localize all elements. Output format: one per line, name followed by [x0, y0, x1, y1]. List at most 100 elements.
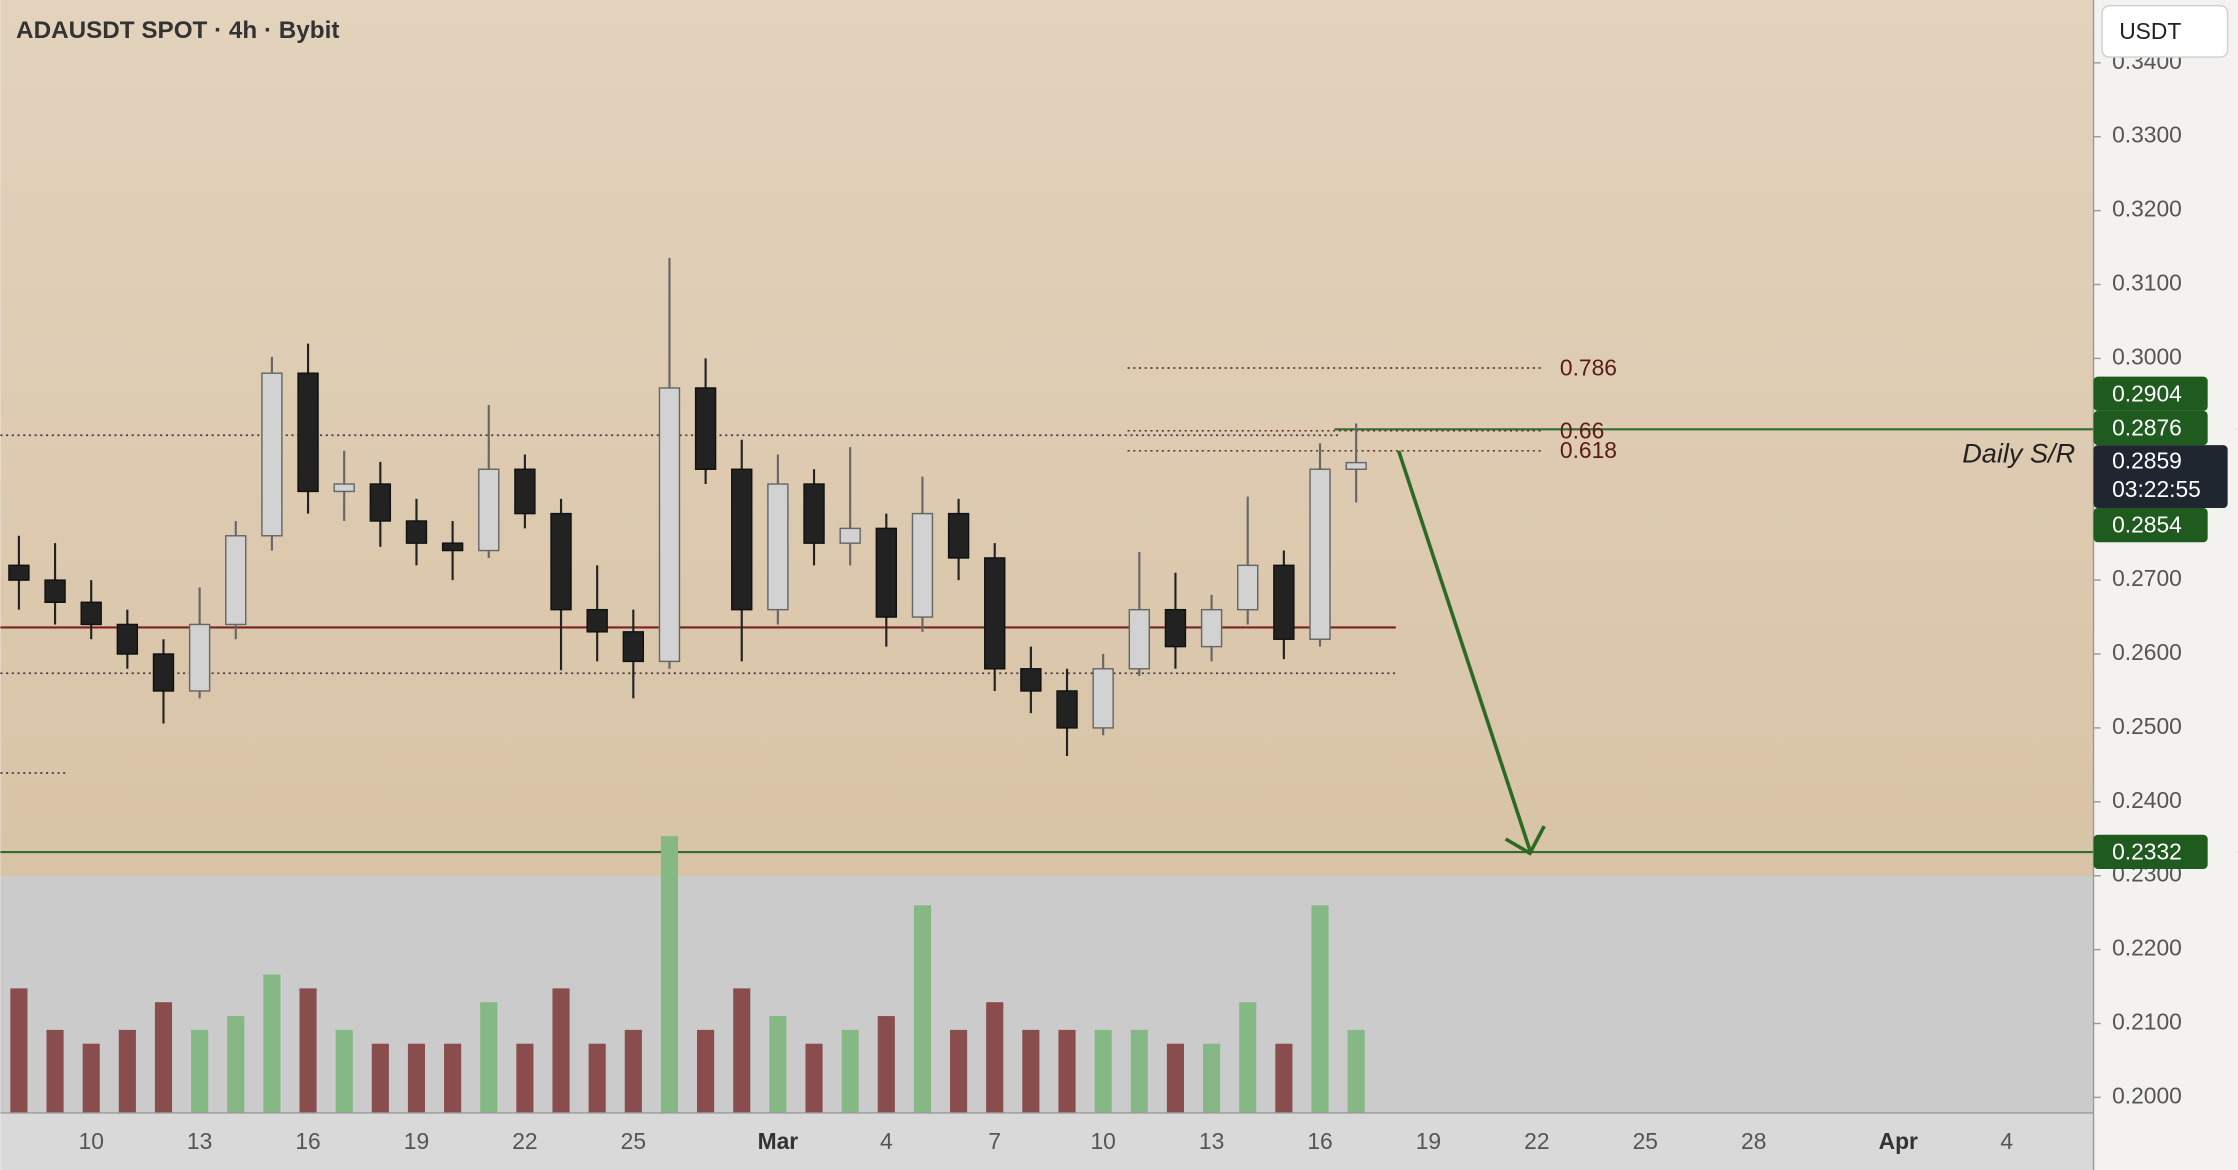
- volume-bar: [1275, 1043, 1293, 1113]
- y-tick-label: 0.3000: [2112, 343, 2182, 369]
- x-tick-label: 10: [1090, 1128, 1115, 1154]
- price-badge: [2093, 410, 2208, 446]
- candle-body: [1345, 461, 1367, 470]
- volume-bar: [769, 1016, 787, 1113]
- candle-body: [658, 387, 681, 663]
- volume-bar: [10, 988, 28, 1113]
- currency-button[interactable]: [2101, 4, 2229, 58]
- x-tick-label: Apr: [1879, 1128, 1918, 1154]
- volume-bar: [1166, 1043, 1185, 1113]
- candle-body: [984, 557, 1006, 670]
- price-badge: [2093, 834, 2208, 869]
- candle-body: [297, 372, 319, 493]
- volume-bar: [154, 1002, 173, 1113]
- y-tick-label: 0.2500: [2112, 713, 2182, 739]
- y-tick-label: 0.2600: [2112, 639, 2182, 665]
- candle-body: [188, 623, 211, 692]
- candle-body: [333, 483, 355, 493]
- candle-body: [1020, 668, 1042, 692]
- fib-label: 0.66: [1560, 417, 1604, 443]
- time-axis: [0, 1112, 2094, 1170]
- x-tick-label: 28: [1741, 1128, 1766, 1154]
- volume-bar: [118, 1029, 136, 1113]
- x-tick-label: 22: [1524, 1128, 1549, 1154]
- x-tick-label: 7: [988, 1128, 1001, 1154]
- volume-bar: [371, 1043, 389, 1113]
- volume-bar: [986, 1002, 1004, 1113]
- x-tick-label: 25: [1633, 1128, 1658, 1154]
- candle-body: [1200, 608, 1223, 648]
- volume-bar: [1347, 1029, 1365, 1113]
- annotation: Daily S/R: [1962, 437, 2075, 468]
- volume-bar: [1058, 1029, 1076, 1113]
- plot: 0.786 0.660.618: [0, 257, 2238, 1113]
- candle-body: [586, 608, 608, 633]
- volume-bar: [805, 1043, 823, 1113]
- volume-bar: [552, 988, 570, 1113]
- candle-body: [44, 579, 66, 603]
- candle-body: [1309, 468, 1331, 640]
- volume-bar: [299, 988, 317, 1113]
- candle-body: [8, 564, 30, 581]
- countdown-label: 03:22:55: [2112, 476, 2201, 502]
- y-tick-label: 0.3200: [2112, 196, 2182, 222]
- volume-bar: [1203, 1043, 1221, 1113]
- volume-bar: [516, 1043, 534, 1113]
- volume-bar: [588, 1043, 606, 1113]
- y-tick-label: 0.3100: [2112, 270, 2182, 296]
- x-tick-label: 16: [295, 1128, 320, 1154]
- last-price-label: 0.2859: [2112, 447, 2182, 473]
- currency-label[interactable]: USDT: [2119, 18, 2181, 44]
- candle-body: [478, 468, 500, 552]
- chart-title: ADAUSDT SPOT · 4h · Bybit: [16, 17, 339, 44]
- arrow: [1396, 450, 1532, 851]
- arrow-head: [1504, 825, 1546, 856]
- volume-bar: [82, 1043, 100, 1113]
- candle-body: [405, 520, 428, 544]
- price-badge: [2093, 507, 2208, 543]
- volume-bar: [1022, 1029, 1040, 1113]
- y-tick-label: 0.2200: [2112, 935, 2182, 961]
- x-tick-label: 4: [880, 1128, 893, 1154]
- volume-bar: [263, 974, 281, 1113]
- volume-bar: [46, 1029, 64, 1113]
- candle-body: [369, 483, 392, 522]
- volume-bar: [697, 1029, 715, 1113]
- candle-body: [80, 601, 102, 626]
- price-badge-label: 0.2904: [2112, 380, 2182, 406]
- x-tick-label: 13: [1199, 1128, 1224, 1154]
- candle-body: [1237, 564, 1259, 611]
- x-tick-label: 10: [79, 1128, 104, 1154]
- volume-bar: [1130, 1029, 1148, 1113]
- x-tick-label: 4: [2000, 1128, 2013, 1154]
- volume-bar: [1094, 1029, 1112, 1113]
- x-tick-label: 19: [404, 1128, 429, 1154]
- y-tick-label: 0.2700: [2112, 565, 2182, 591]
- volume-bar: [733, 988, 751, 1113]
- volume-bar: [191, 1029, 209, 1113]
- y-tick-label: 0.2400: [2112, 787, 2182, 813]
- candle-body: [116, 623, 139, 655]
- y-tick-label: 0.3300: [2112, 122, 2182, 148]
- candle-body: [441, 542, 464, 552]
- fib-label: 0.618: [1560, 437, 1617, 463]
- fib-label: 0.786: [1560, 354, 1617, 380]
- candle-body: [1273, 564, 1295, 640]
- last-price-badge: [2093, 445, 2228, 508]
- volume-bar: [950, 1029, 968, 1113]
- price-badge: [2093, 376, 2208, 411]
- x-tick-label: 19: [1416, 1128, 1441, 1154]
- candle-body: [911, 512, 934, 618]
- candle-body: [550, 512, 572, 611]
- candle-body: [694, 387, 717, 470]
- volume-bar: [335, 1029, 353, 1113]
- volume-bar: [227, 1016, 245, 1113]
- candle-body: [1092, 668, 1114, 729]
- axis-layer: 0.20000.21000.22000.23000.24000.25000.26…: [79, 48, 2228, 1154]
- volume-bar: [877, 1016, 895, 1113]
- price-pane: [0, 0, 2094, 877]
- candle-body: [1128, 608, 1151, 670]
- candle-body: [152, 653, 175, 692]
